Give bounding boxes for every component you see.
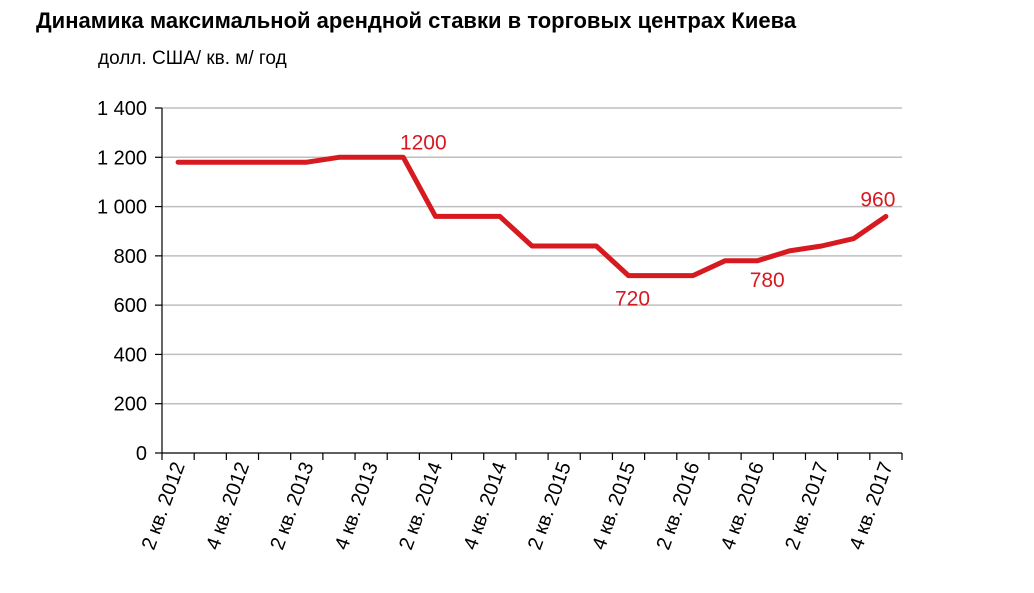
x-tick-label: 2 кв. 2015 <box>524 459 576 553</box>
x-tick-label: 4 кв. 2017 <box>846 459 898 553</box>
y-tick-label: 200 <box>114 394 147 416</box>
gridlines <box>162 107 902 405</box>
data-label: 960 <box>860 188 895 211</box>
x-tick-label: 2 кв. 2014 <box>395 459 447 553</box>
y-tick-label: 1 200 <box>97 147 147 169</box>
y-tick-label: 800 <box>114 246 147 268</box>
x-tick-label: 4 кв. 2016 <box>717 459 769 553</box>
series <box>175 154 889 279</box>
x-tick-label: 4 кв. 2014 <box>459 459 511 553</box>
y-tick-label: 400 <box>114 344 147 366</box>
x-tick-label: 2 кв. 2013 <box>266 459 318 553</box>
series-line <box>175 154 889 279</box>
y-tick-label: 600 <box>114 295 147 317</box>
data-label: 780 <box>750 269 785 292</box>
data-label: 720 <box>615 288 650 311</box>
x-tick-label: 4 кв. 2015 <box>588 459 640 553</box>
x-tick-label: 2 кв. 2017 <box>781 459 833 553</box>
y-axis: 0 200 400 600 800 1 000 1 200 1 400 <box>97 98 163 465</box>
y-tick-label: 1 000 <box>97 197 147 219</box>
y-tick-label: 1 400 <box>97 98 147 120</box>
x-tick-label: 4 кв. 2012 <box>202 459 254 553</box>
data-labels: 1200 720 780 960 <box>400 131 895 310</box>
chart-title: Динамика максимальной арендной ставки в … <box>36 8 797 33</box>
chart-subtitle: долл. США/ кв. м/ год <box>98 48 287 69</box>
y-tick-label: 0 <box>136 443 147 465</box>
x-tick-label: 4 кв. 2013 <box>331 459 383 553</box>
data-label: 1200 <box>400 131 447 154</box>
x-tick-label: 2 кв. 2012 <box>138 459 190 553</box>
x-tick-label: 2 кв. 2016 <box>653 459 705 553</box>
x-axis: 2 кв. 2012 4 кв. 2012 2 кв. 2013 4 кв. 2013… <box>138 452 903 553</box>
